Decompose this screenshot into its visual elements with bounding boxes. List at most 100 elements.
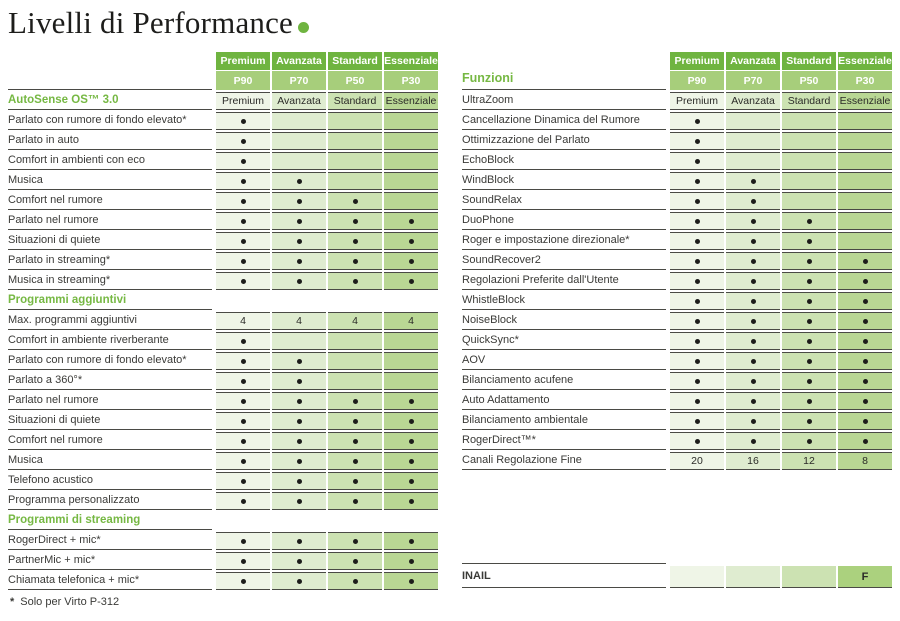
feature-cell	[782, 292, 836, 310]
dot-icon	[750, 238, 756, 244]
column-headers: Premium P90 Avanzata P70 Standard P50 Essenzia…	[670, 52, 892, 90]
feature-cell	[216, 112, 270, 130]
table-row: Comfort nel rumore	[8, 191, 438, 211]
feature-cell	[726, 412, 780, 430]
table-row: UltraZoom Premium Avanzata Standard Essenzia…	[462, 91, 892, 111]
dot-icon	[352, 558, 358, 564]
row-cells	[670, 391, 892, 411]
feature-cell	[782, 192, 836, 210]
feature-cell	[384, 332, 438, 350]
row-cells	[216, 471, 438, 491]
table-row: Parlato con rumore di fondo elevato*	[8, 351, 438, 371]
feature-cell	[328, 492, 382, 510]
row-cells	[670, 411, 892, 431]
row-cells: 20 16 12 8	[670, 451, 892, 471]
column-header: Premium P90	[670, 52, 724, 90]
column-header-name: Standard	[328, 52, 382, 70]
row-label: Parlato con rumore di fondo elevato*	[8, 352, 212, 370]
row-label: UltraZoom	[462, 92, 666, 110]
dot-icon	[408, 578, 414, 584]
feature-cell	[726, 252, 780, 270]
feature-cell	[384, 212, 438, 230]
feature-cell	[272, 192, 326, 210]
feature-cell	[272, 572, 326, 590]
row-cells	[670, 251, 892, 271]
feature-cell	[726, 172, 780, 190]
table-row: SoundRelax	[462, 191, 892, 211]
feature-cell	[726, 112, 780, 130]
feature-cell	[216, 532, 270, 550]
inail-cell	[726, 566, 780, 588]
inail-row: INAIL F	[462, 563, 892, 588]
feature-cell: Premium	[216, 92, 270, 110]
row-cells	[670, 431, 892, 451]
feature-cell	[726, 312, 780, 330]
dot-icon	[408, 538, 414, 544]
dot-icon	[240, 278, 246, 284]
feature-cell	[838, 312, 892, 330]
feature-cell	[670, 152, 724, 170]
dot-icon	[862, 378, 868, 384]
row-label: Parlato a 360°*	[8, 372, 212, 390]
feature-cell	[328, 552, 382, 570]
row-label: Cancellazione Dinamica del Rumore	[462, 112, 666, 130]
feature-cell	[272, 492, 326, 510]
dot-icon	[408, 438, 414, 444]
dot-icon	[862, 438, 868, 444]
row-cells	[216, 191, 438, 211]
feature-cell	[272, 212, 326, 230]
column-header-code: P30	[384, 71, 438, 90]
feature-cell	[670, 332, 724, 350]
dot-icon	[694, 258, 700, 264]
feature-cell	[726, 152, 780, 170]
green-dot-icon	[298, 22, 310, 33]
row-label: RogerDirect + mic*	[8, 532, 212, 550]
feature-cell	[838, 352, 892, 370]
dot-icon	[240, 118, 246, 124]
feature-cell	[384, 352, 438, 370]
table-row: Programma personalizzato	[8, 491, 438, 511]
dot-icon	[694, 358, 700, 364]
column-header-name: Essenziale	[838, 52, 892, 70]
feature-cell	[328, 452, 382, 470]
feature-cell	[216, 432, 270, 450]
feature-cell	[216, 552, 270, 570]
dot-icon	[352, 238, 358, 244]
row-label: Comfort in ambienti con eco	[8, 152, 212, 170]
dot-icon	[750, 438, 756, 444]
row-label: Situazioni di quiete	[8, 412, 212, 430]
dot-icon	[408, 478, 414, 484]
column-header: Essenziale P30	[384, 52, 438, 90]
table-header-title: Funzioni	[462, 52, 666, 90]
dot-icon	[694, 158, 700, 164]
dot-icon	[750, 298, 756, 304]
dot-icon	[240, 438, 246, 444]
feature-cell	[670, 372, 724, 390]
table-header-title	[8, 52, 212, 90]
feature-cell	[782, 372, 836, 390]
feature-cell	[726, 392, 780, 410]
feature-cell	[216, 132, 270, 150]
dot-icon	[750, 198, 756, 204]
feature-cell	[216, 392, 270, 410]
table-row: Parlato con rumore di fondo elevato*	[8, 111, 438, 131]
feature-cell	[670, 352, 724, 370]
feature-cell	[726, 292, 780, 310]
table-row: Telefono acustico	[8, 471, 438, 491]
feature-cell	[726, 432, 780, 450]
row-cells	[216, 111, 438, 131]
feature-cell	[670, 312, 724, 330]
feature-cell	[782, 272, 836, 290]
dot-icon	[296, 258, 302, 264]
dot-icon	[862, 338, 868, 344]
section-title: Programmi aggiuntivi	[8, 292, 212, 310]
inail-cell	[782, 566, 836, 588]
section-title: Programmi di streaming	[8, 512, 212, 530]
column-header-name: Premium	[216, 52, 270, 70]
dot-icon	[296, 558, 302, 564]
feature-cell	[328, 272, 382, 290]
row-label: NoiseBlock	[462, 312, 666, 330]
dot-icon	[240, 258, 246, 264]
column-header-code: P50	[782, 71, 836, 90]
dot-icon	[806, 238, 812, 244]
